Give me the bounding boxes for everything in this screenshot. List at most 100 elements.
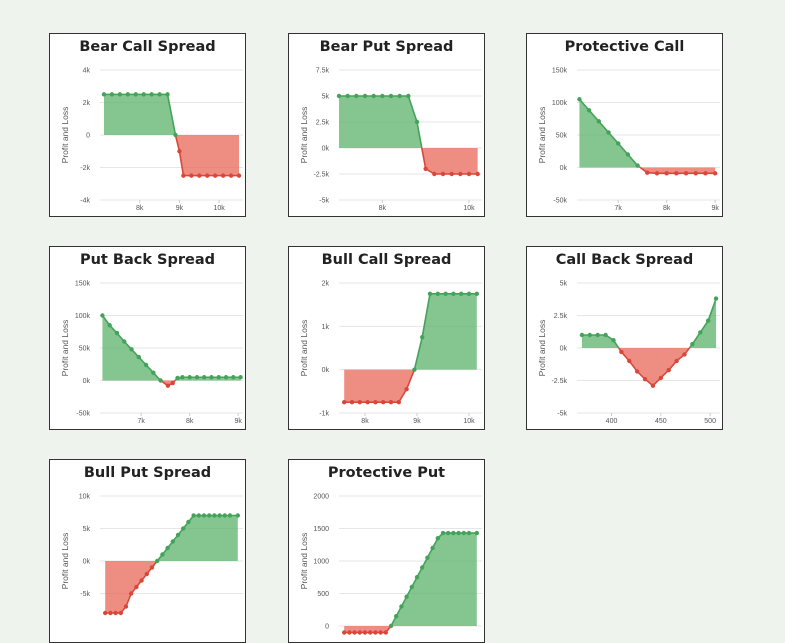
data-point	[371, 93, 376, 99]
data-point	[703, 171, 708, 176]
data-point	[625, 152, 631, 157]
data-point	[451, 530, 456, 536]
y-tick-label: 150k	[552, 68, 568, 75]
y-axis-label: Profit and Loss	[299, 320, 309, 377]
y-tick-label: 0k	[560, 346, 568, 353]
data-point	[690, 341, 695, 347]
data-point	[399, 604, 404, 609]
profit-line	[578, 98, 641, 169]
data-point	[466, 171, 472, 177]
y-tick-label: 5k	[83, 526, 91, 533]
data-point	[619, 349, 624, 355]
data-point	[231, 375, 236, 380]
data-point	[420, 334, 425, 340]
profit-area	[689, 298, 717, 348]
data-point	[698, 330, 703, 335]
chart-title: Protective Put	[328, 465, 445, 481]
y-tick-label: 2.5k	[316, 120, 330, 127]
data-point	[149, 565, 155, 570]
data-point	[712, 171, 718, 176]
data-point	[212, 173, 218, 178]
data-point	[342, 630, 347, 635]
data-point	[117, 92, 123, 97]
data-point	[627, 358, 632, 364]
y-tick-label: 2.5k	[554, 313, 568, 320]
data-point	[474, 530, 479, 536]
profit-area	[414, 293, 477, 370]
data-point	[683, 171, 689, 176]
data-point	[461, 530, 466, 536]
data-point	[113, 610, 118, 616]
data-point	[451, 291, 456, 297]
y-axis-label: Profit and Loss	[60, 107, 70, 164]
data-point	[125, 92, 131, 97]
y-tick-label: 0k	[83, 378, 91, 385]
data-point	[144, 571, 149, 577]
y-tick-label: 5k	[322, 94, 330, 101]
data-point	[143, 362, 149, 368]
data-point	[181, 173, 186, 178]
data-point	[151, 370, 156, 375]
data-point	[155, 558, 160, 564]
data-point	[397, 93, 402, 99]
data-point	[425, 555, 430, 560]
y-tick-label: 1000	[313, 559, 329, 566]
data-point	[373, 399, 378, 405]
data-point	[209, 375, 214, 380]
chart-title: Put Back Spread	[80, 252, 215, 268]
data-point	[347, 630, 352, 635]
chart-card-protective-put: Protective Put Profit and Loss 2000 1500 100…	[288, 459, 485, 643]
chart-svg: Protective Call Profit and Loss 150k 100k 50…	[537, 39, 720, 212]
data-point	[165, 383, 171, 388]
data-point	[196, 513, 201, 518]
data-point	[388, 399, 394, 405]
y-tick-label: 50k	[79, 346, 91, 353]
data-point	[108, 610, 113, 616]
profit-area	[102, 315, 161, 381]
loss-area	[105, 561, 158, 613]
data-point	[194, 375, 200, 380]
data-point	[345, 93, 350, 99]
loss-area	[175, 135, 240, 176]
x-tick-label: 400	[606, 418, 618, 425]
data-point	[595, 332, 600, 338]
x-tick-label: 9k	[176, 205, 184, 212]
data-point	[682, 352, 687, 357]
data-point	[123, 604, 129, 609]
data-point	[404, 594, 409, 599]
data-point	[197, 173, 202, 178]
chart-svg: Protective Put Profit and Loss 2000 1500 100…	[299, 465, 482, 635]
y-tick-label: 1500	[313, 526, 329, 533]
y-tick-label: 0k	[83, 559, 91, 566]
chart-title: Bull Put Spread	[84, 465, 211, 481]
data-point	[635, 163, 640, 168]
data-point	[122, 339, 127, 344]
data-point	[586, 108, 592, 113]
x-tick-label: 500	[704, 418, 716, 425]
x-tick-label: 7k	[138, 418, 146, 425]
data-point	[100, 313, 105, 318]
data-point	[579, 332, 585, 338]
profit-area	[391, 533, 477, 626]
data-point	[101, 92, 107, 97]
data-point	[456, 530, 461, 536]
data-point	[141, 92, 146, 97]
data-point	[187, 375, 192, 380]
data-point	[139, 578, 144, 583]
data-point	[149, 92, 154, 97]
data-point	[175, 375, 180, 381]
chart-card-bull-put-spread: Bull Put Spread Profit and Loss 10k 5k 0k -5k	[49, 459, 246, 643]
data-point	[645, 170, 650, 175]
data-point	[336, 93, 342, 99]
series-group	[336, 93, 480, 177]
y-tick-label: -2k	[80, 165, 90, 172]
data-point	[423, 166, 428, 171]
data-point	[133, 92, 138, 97]
data-point	[440, 530, 446, 536]
data-point	[654, 171, 660, 176]
data-point	[217, 513, 222, 518]
data-point	[103, 610, 108, 616]
data-point	[114, 330, 120, 336]
y-tick-label: 0k	[560, 165, 568, 172]
data-point	[349, 399, 355, 405]
